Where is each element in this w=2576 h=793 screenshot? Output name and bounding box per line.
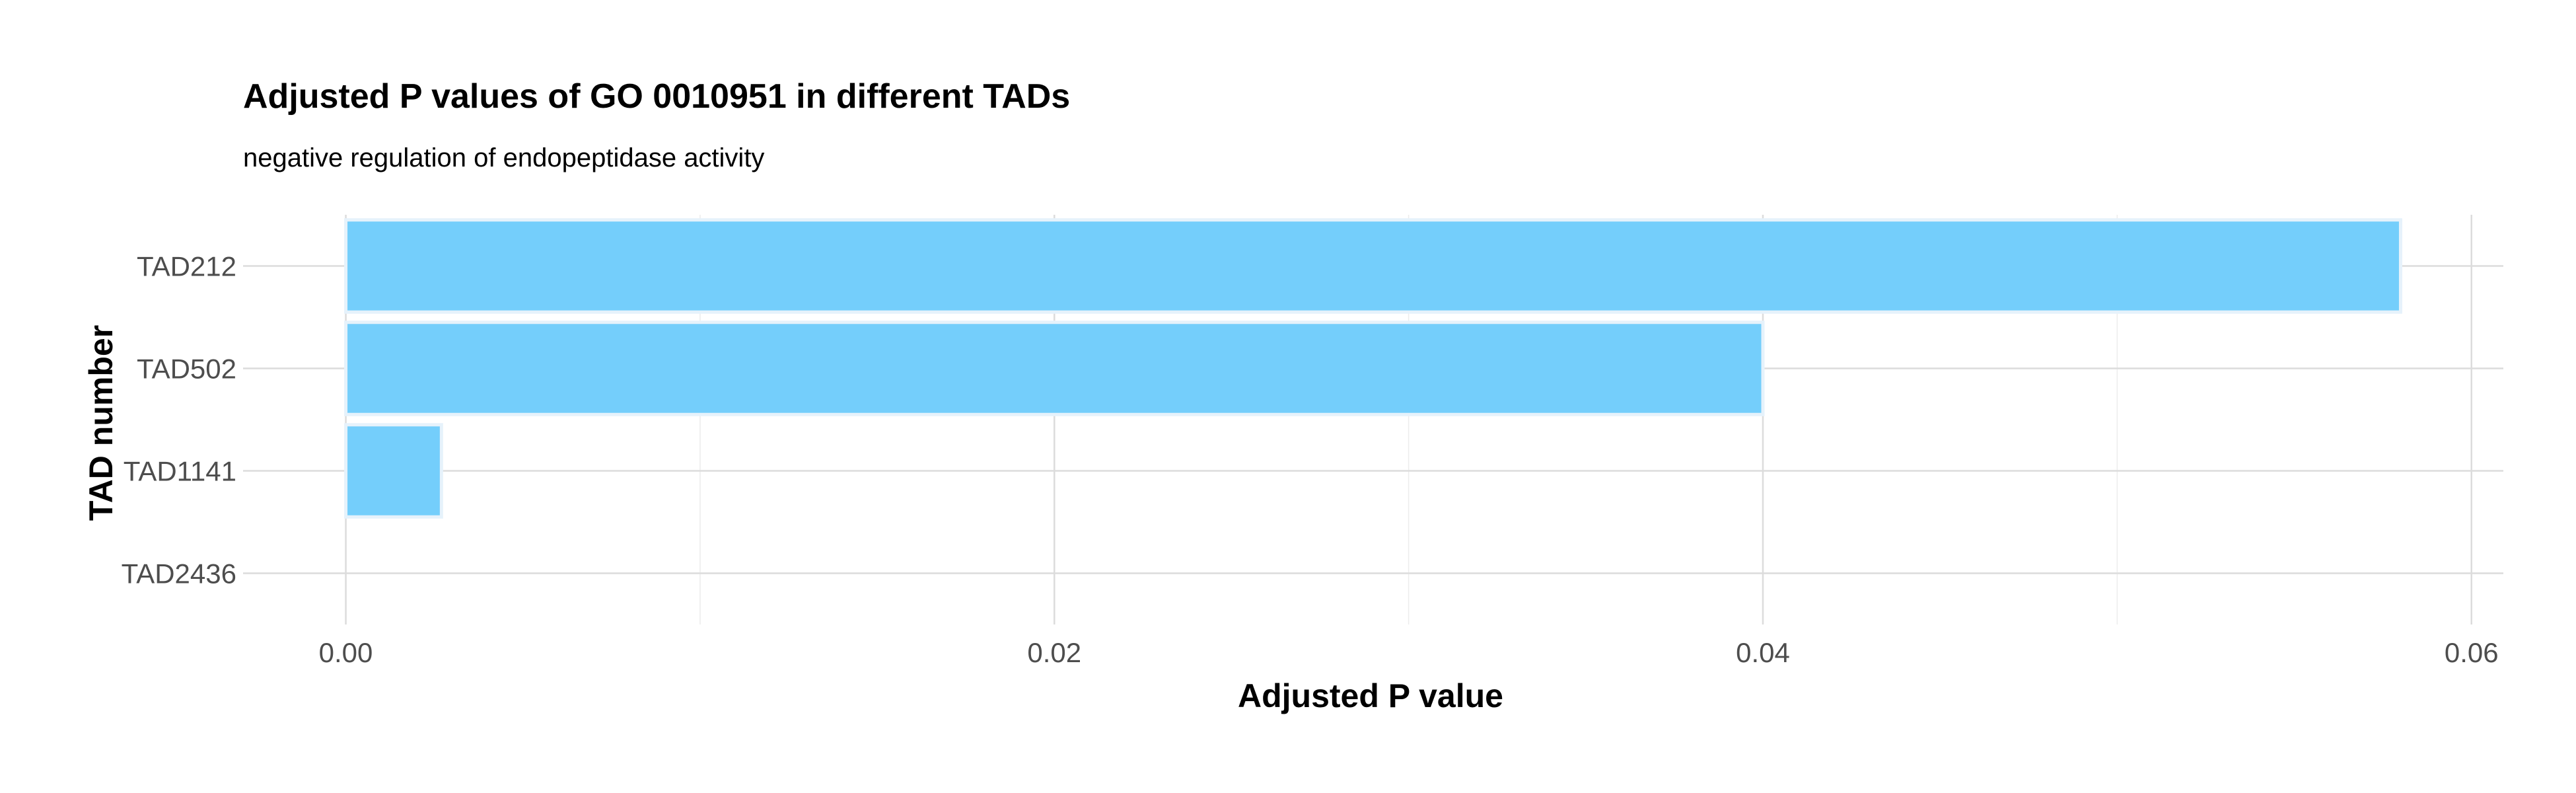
y-tick-label-tad1141: TAD1141: [124, 456, 236, 487]
y-tick-labels: TAD212 TAD502 TAD1141 TAD2436: [122, 251, 236, 589]
y-tick-label-tad212: TAD212: [137, 251, 236, 282]
y-tick-label-tad2436: TAD2436: [122, 558, 236, 589]
x-tick-label-2: 0.04: [1736, 637, 1790, 668]
x-tick-label-3: 0.06: [2445, 637, 2499, 668]
y-axis-label: TAD number: [83, 325, 120, 521]
bars: [344, 218, 2402, 519]
bar-tad1141: [344, 423, 443, 519]
x-tick-label-0: 0.00: [319, 637, 373, 668]
chart-title: Adjusted P values of GO 0010951 in diffe…: [243, 77, 1070, 116]
x-tick-label-1: 0.02: [1027, 637, 1081, 668]
chart-subtitle: negative regulation of endopeptidase act…: [243, 143, 764, 172]
bar-tad502: [344, 321, 1765, 416]
bar-tad212: [344, 218, 2402, 314]
x-axis-label: Adjusted P value: [1238, 677, 1503, 714]
y-tick-label-tad502: TAD502: [137, 354, 236, 385]
x-tick-labels: 0.00 0.02 0.04 0.06: [319, 637, 2499, 668]
